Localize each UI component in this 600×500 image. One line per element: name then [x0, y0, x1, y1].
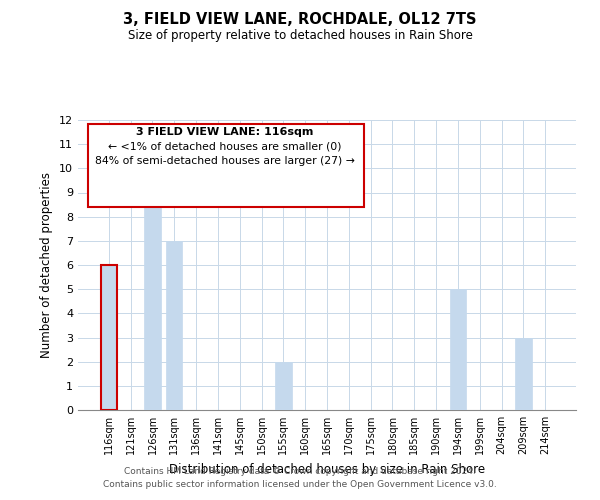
Bar	[144, 168, 161, 410]
Text: ← <1% of detached houses are smaller (0): ← <1% of detached houses are smaller (0)	[108, 142, 341, 152]
Text: 84% of semi-detached houses are larger (27) →: 84% of semi-detached houses are larger (…	[95, 156, 355, 166]
Bar	[101, 265, 117, 410]
Bar	[515, 338, 532, 410]
Text: 3, FIELD VIEW LANE, ROCHDALE, OL12 7TS: 3, FIELD VIEW LANE, ROCHDALE, OL12 7TS	[123, 12, 477, 28]
X-axis label: Distribution of detached houses by size in Rain Shore: Distribution of detached houses by size …	[169, 462, 485, 475]
Bar	[166, 241, 182, 410]
Bar	[450, 289, 466, 410]
FancyBboxPatch shape	[88, 124, 364, 207]
Text: Contains HM Land Registry data © Crown copyright and database right 2024.: Contains HM Land Registry data © Crown c…	[124, 467, 476, 476]
Text: Size of property relative to detached houses in Rain Shore: Size of property relative to detached ho…	[128, 29, 472, 42]
Text: 3 FIELD VIEW LANE: 116sqm: 3 FIELD VIEW LANE: 116sqm	[136, 127, 314, 137]
Text: Contains public sector information licensed under the Open Government Licence v3: Contains public sector information licen…	[103, 480, 497, 489]
Bar	[275, 362, 292, 410]
Y-axis label: Number of detached properties: Number of detached properties	[40, 172, 53, 358]
